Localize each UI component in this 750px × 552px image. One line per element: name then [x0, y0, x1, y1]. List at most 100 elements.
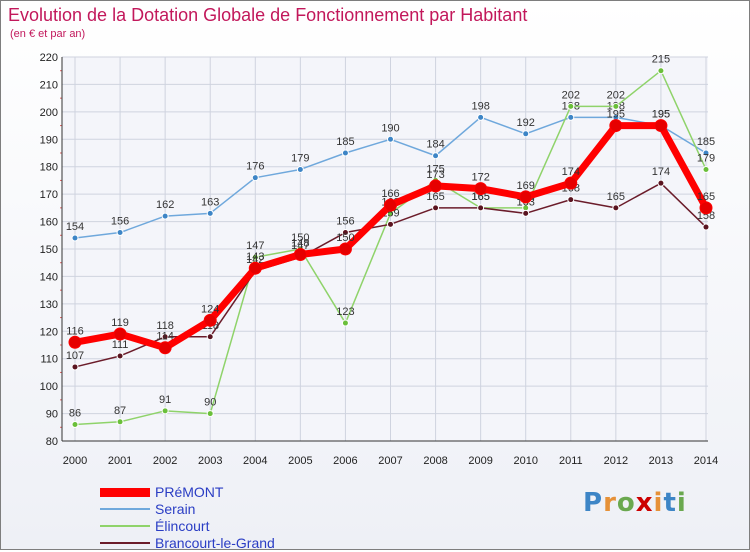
- x-tick-label: 2014: [694, 455, 718, 467]
- logo-letter: i: [676, 488, 687, 518]
- data-label: 165: [471, 191, 489, 203]
- data-point: [387, 135, 394, 143]
- logo-letter: o: [616, 488, 636, 518]
- data-point: [341, 229, 349, 237]
- data-label: 150: [291, 232, 309, 244]
- data-point: [206, 209, 214, 217]
- data-label: 215: [652, 54, 670, 66]
- data-point: [161, 407, 169, 415]
- data-label: 165: [607, 191, 625, 203]
- y-tick-label: 160: [40, 217, 58, 229]
- data-label: 179: [697, 152, 715, 164]
- data-point: [116, 352, 124, 360]
- data-label: 185: [336, 136, 354, 148]
- data-point: [702, 223, 710, 231]
- data-point: [161, 333, 169, 341]
- x-tick-label: 2009: [468, 455, 492, 467]
- x-tick-label: 2005: [288, 455, 312, 467]
- data-label: 176: [246, 161, 264, 173]
- y-tick-label: 130: [40, 299, 58, 311]
- logo-letter: P: [583, 488, 604, 518]
- y-tick-label: 150: [40, 244, 58, 256]
- data-label: 184: [426, 139, 444, 151]
- x-tick-label: 2011: [559, 455, 583, 467]
- y-tick-label: 210: [40, 79, 58, 91]
- legend-swatch: [100, 508, 150, 510]
- logo-letter: i: [653, 488, 664, 518]
- legend-label: Serain: [155, 501, 196, 517]
- data-point: [702, 149, 710, 157]
- data-point: [158, 341, 172, 355]
- data-label: 158: [697, 210, 715, 222]
- logo-letter: t: [663, 488, 677, 518]
- data-label: 195: [607, 109, 625, 121]
- data-point: [116, 229, 124, 237]
- legend-swatch: [100, 542, 150, 544]
- data-point: [564, 176, 578, 190]
- data-label: 179: [291, 152, 309, 164]
- legend-label: PRéMONT: [155, 484, 224, 500]
- y-tick-label: 140: [40, 271, 58, 283]
- x-tick-label: 2007: [378, 455, 402, 467]
- data-point: [113, 327, 127, 341]
- y-tick-label: 120: [40, 326, 58, 338]
- y-tick-label: 80: [46, 436, 58, 448]
- x-tick-label: 2012: [604, 455, 628, 467]
- data-point: [248, 261, 262, 275]
- data-point: [609, 119, 623, 133]
- x-tick-label: 2004: [243, 455, 267, 467]
- y-tick-label: 90: [46, 409, 58, 421]
- data-point: [657, 67, 665, 75]
- x-tick-label: 2001: [108, 455, 132, 467]
- y-tick-label: 110: [40, 354, 58, 366]
- data-label: 202: [562, 89, 580, 101]
- data-label: 163: [201, 196, 219, 208]
- data-point: [477, 204, 485, 212]
- data-label: 107: [66, 350, 84, 362]
- data-point: [519, 190, 533, 204]
- logo-letter: r: [603, 488, 617, 518]
- data-point: [567, 102, 575, 110]
- data-label: 165: [426, 191, 444, 203]
- data-point: [338, 242, 352, 256]
- series-elincourt: 8687919014715012316317516516520220221517…: [69, 54, 715, 429]
- legend-swatch: [100, 488, 150, 497]
- data-point: [68, 335, 82, 349]
- data-point: [432, 204, 440, 212]
- data-point: [657, 179, 665, 187]
- y-tick-label: 180: [40, 162, 58, 174]
- data-label: 150: [336, 232, 354, 244]
- data-label: 174: [562, 166, 580, 178]
- data-point: [429, 179, 443, 193]
- data-point: [699, 201, 713, 215]
- data-label: 185: [697, 136, 715, 148]
- data-point: [432, 152, 440, 160]
- data-point: [612, 204, 620, 212]
- data-point: [71, 421, 79, 429]
- data-point: [341, 149, 349, 157]
- x-tick-label: 2013: [649, 455, 673, 467]
- data-point: [71, 234, 79, 242]
- x-tick-label: 2000: [63, 455, 87, 467]
- data-label: 156: [111, 216, 129, 228]
- data-point: [522, 130, 530, 138]
- y-tick-label: 200: [40, 107, 58, 119]
- data-label: 87: [114, 405, 126, 417]
- data-label: 192: [517, 117, 535, 129]
- data-point: [474, 182, 488, 196]
- data-point: [567, 196, 575, 204]
- y-tick-label: 100: [40, 381, 58, 393]
- data-label: 86: [69, 408, 81, 420]
- data-label: 198: [471, 100, 489, 112]
- chart-subtitle: (en € et par an): [10, 28, 86, 40]
- data-point: [206, 410, 214, 418]
- data-point: [384, 198, 397, 212]
- data-point: [71, 363, 79, 371]
- data-point: [702, 165, 710, 173]
- data-label: 195: [652, 109, 670, 121]
- data-point: [477, 113, 485, 121]
- x-tick-label: 2010: [513, 455, 537, 467]
- legend-label: Élincourt: [155, 518, 210, 534]
- x-tick-label: 2008: [423, 455, 447, 467]
- data-point: [251, 253, 259, 261]
